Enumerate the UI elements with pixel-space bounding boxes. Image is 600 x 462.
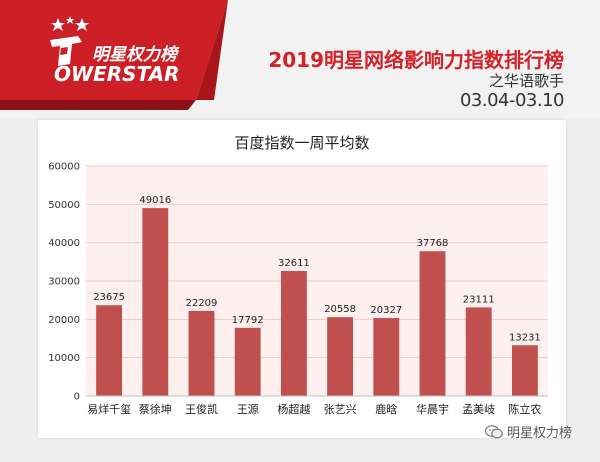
data-label: 49016 <box>139 195 171 206</box>
y-tick-label: 0 <box>74 392 80 403</box>
bar <box>327 317 354 396</box>
x-tick-label: 陈立农 <box>508 402 541 416</box>
x-tick-label: 杨超越 <box>277 402 310 416</box>
bar <box>419 251 446 396</box>
watermark-text: 明星权力榜 <box>506 426 572 441</box>
bar <box>234 327 261 396</box>
bar <box>511 345 538 396</box>
x-tick-label: 王俊凯 <box>185 402 218 416</box>
chart-title: 百度指数一周平均数 <box>234 134 370 152</box>
y-tick-label: 30000 <box>48 277 80 288</box>
x-tick-label: 王源 <box>237 402 259 416</box>
bar <box>142 208 169 396</box>
logo-en-text: OWERSTAR <box>54 62 180 86</box>
x-tick-label: 孟美岐 <box>462 403 495 416</box>
x-tick-label: 华晨宇 <box>416 402 449 416</box>
date-range: 03.04-03.10 <box>459 90 565 111</box>
data-label: 23675 <box>93 292 125 303</box>
wechat-icon <box>484 424 503 438</box>
y-tick-label: 60000 <box>48 162 80 173</box>
logo-cn-text: 明星权力榜 <box>92 45 177 65</box>
y-tick-label: 50000 <box>48 200 80 211</box>
y-tick-label: 40000 <box>48 238 80 249</box>
data-label: 13231 <box>509 332 541 343</box>
data-label: 37768 <box>417 238 449 249</box>
x-tick-label: 张艺兴 <box>324 403 357 416</box>
bar <box>280 270 307 396</box>
bar <box>373 318 400 396</box>
data-label: 17792 <box>232 315 264 326</box>
logo-emblem-icon <box>50 36 82 66</box>
bar <box>465 307 492 396</box>
bar <box>96 305 123 396</box>
x-tick-label: 鹿晗 <box>375 402 397 416</box>
data-label: 22209 <box>186 298 218 309</box>
bar <box>188 310 215 396</box>
y-tick-label: 10000 <box>48 353 80 364</box>
banner-shape <box>0 0 228 110</box>
bar-chart: 0 10000 20000 30000 40000 50000 60000 23675 易烊千玺… <box>48 162 548 416</box>
data-label: 23111 <box>463 294 495 305</box>
x-tick-label: 蔡徐坤 <box>139 402 172 416</box>
star-icon <box>75 18 89 31</box>
data-label: 20327 <box>370 305 402 316</box>
data-label: 20558 <box>324 304 356 315</box>
chart-panel: 0 10000 20000 30000 40000 50000 60000 23675 易烊千玺… <box>38 120 566 438</box>
watermark: 明星权力榜 <box>484 422 572 441</box>
page-subtitle: 之华语歌手 <box>488 72 564 90</box>
star-icon <box>51 18 65 31</box>
star-icon <box>66 16 74 24</box>
y-tick-label: 20000 <box>48 315 80 326</box>
x-tick-label: 易烊千玺 <box>87 402 131 416</box>
page-title: 2019明星网络影响力指数排行榜 <box>268 48 564 72</box>
header: 明星权力榜 OWERSTAR 2019明星网络影响力指数排行榜 之华语歌手 03… <box>0 0 600 118</box>
data-label: 32611 <box>278 258 310 269</box>
